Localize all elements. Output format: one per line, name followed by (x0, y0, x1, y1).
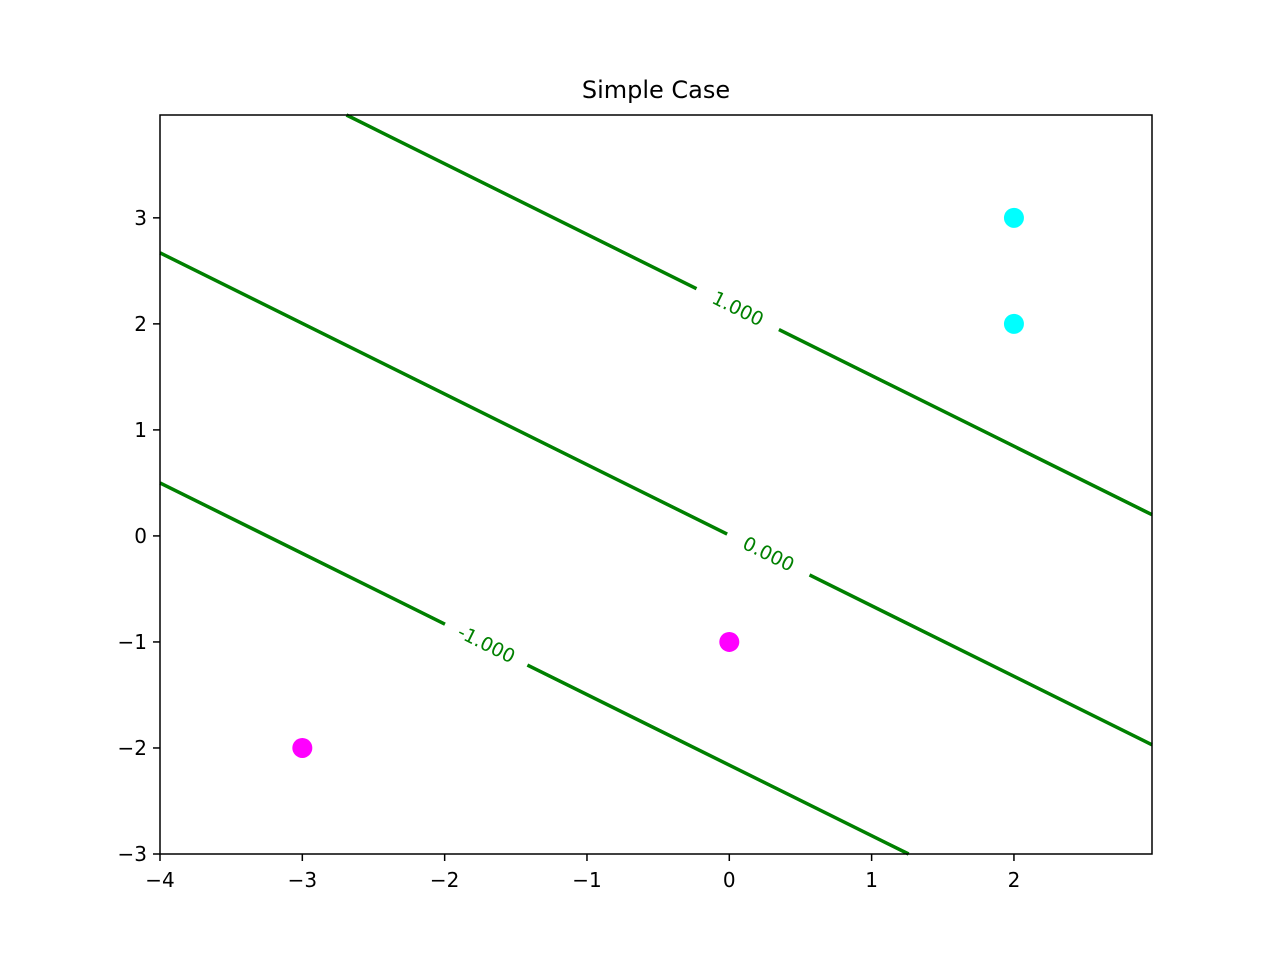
x-tick-label: −4 (145, 868, 174, 892)
x-tick-label: −1 (572, 868, 601, 892)
data-points (292, 207, 1024, 758)
y-tick-label: −1 (118, 630, 147, 654)
contour-label: 0.000 (739, 533, 798, 577)
contour-line-1-segment-a (159, 251, 728, 536)
x-tick-label: 1 (865, 868, 878, 892)
contour-line-0-segment-b (778, 328, 1153, 517)
y-tick-label: −3 (118, 842, 147, 866)
contour-line-2-segment-a (159, 481, 446, 626)
x-tick-label: −3 (288, 868, 317, 892)
plot-frame (159, 114, 1153, 855)
contour-line-2-segment-b (526, 663, 910, 856)
data-point-0-1 (1003, 313, 1024, 334)
x-tick-label: 0 (723, 868, 736, 892)
data-point-1-1 (292, 737, 313, 758)
chart-title: Simple Case (582, 76, 730, 104)
y-tick-label: 3 (134, 206, 147, 230)
x-tick-label: −2 (430, 868, 459, 892)
data-point-0-0 (1003, 207, 1024, 228)
y-tick-label: 0 (134, 524, 147, 548)
y-tick-label: 2 (134, 312, 147, 336)
y-tick-label: −2 (118, 736, 147, 760)
y-axis: −3 −2 −1 0 1 2 3 (118, 206, 160, 866)
contour-line-0-segment-a (345, 113, 698, 291)
contour-label: -1.000 (454, 621, 519, 668)
x-axis: −4 −3 −2 −1 0 1 2 (145, 854, 1020, 892)
x-tick-label: 2 (1008, 868, 1021, 892)
y-tick-label: 1 (134, 418, 147, 442)
contour-line-1-segment-b (808, 573, 1153, 747)
contour-label: 1.000 (708, 287, 767, 331)
data-point-1-0 (719, 631, 740, 652)
